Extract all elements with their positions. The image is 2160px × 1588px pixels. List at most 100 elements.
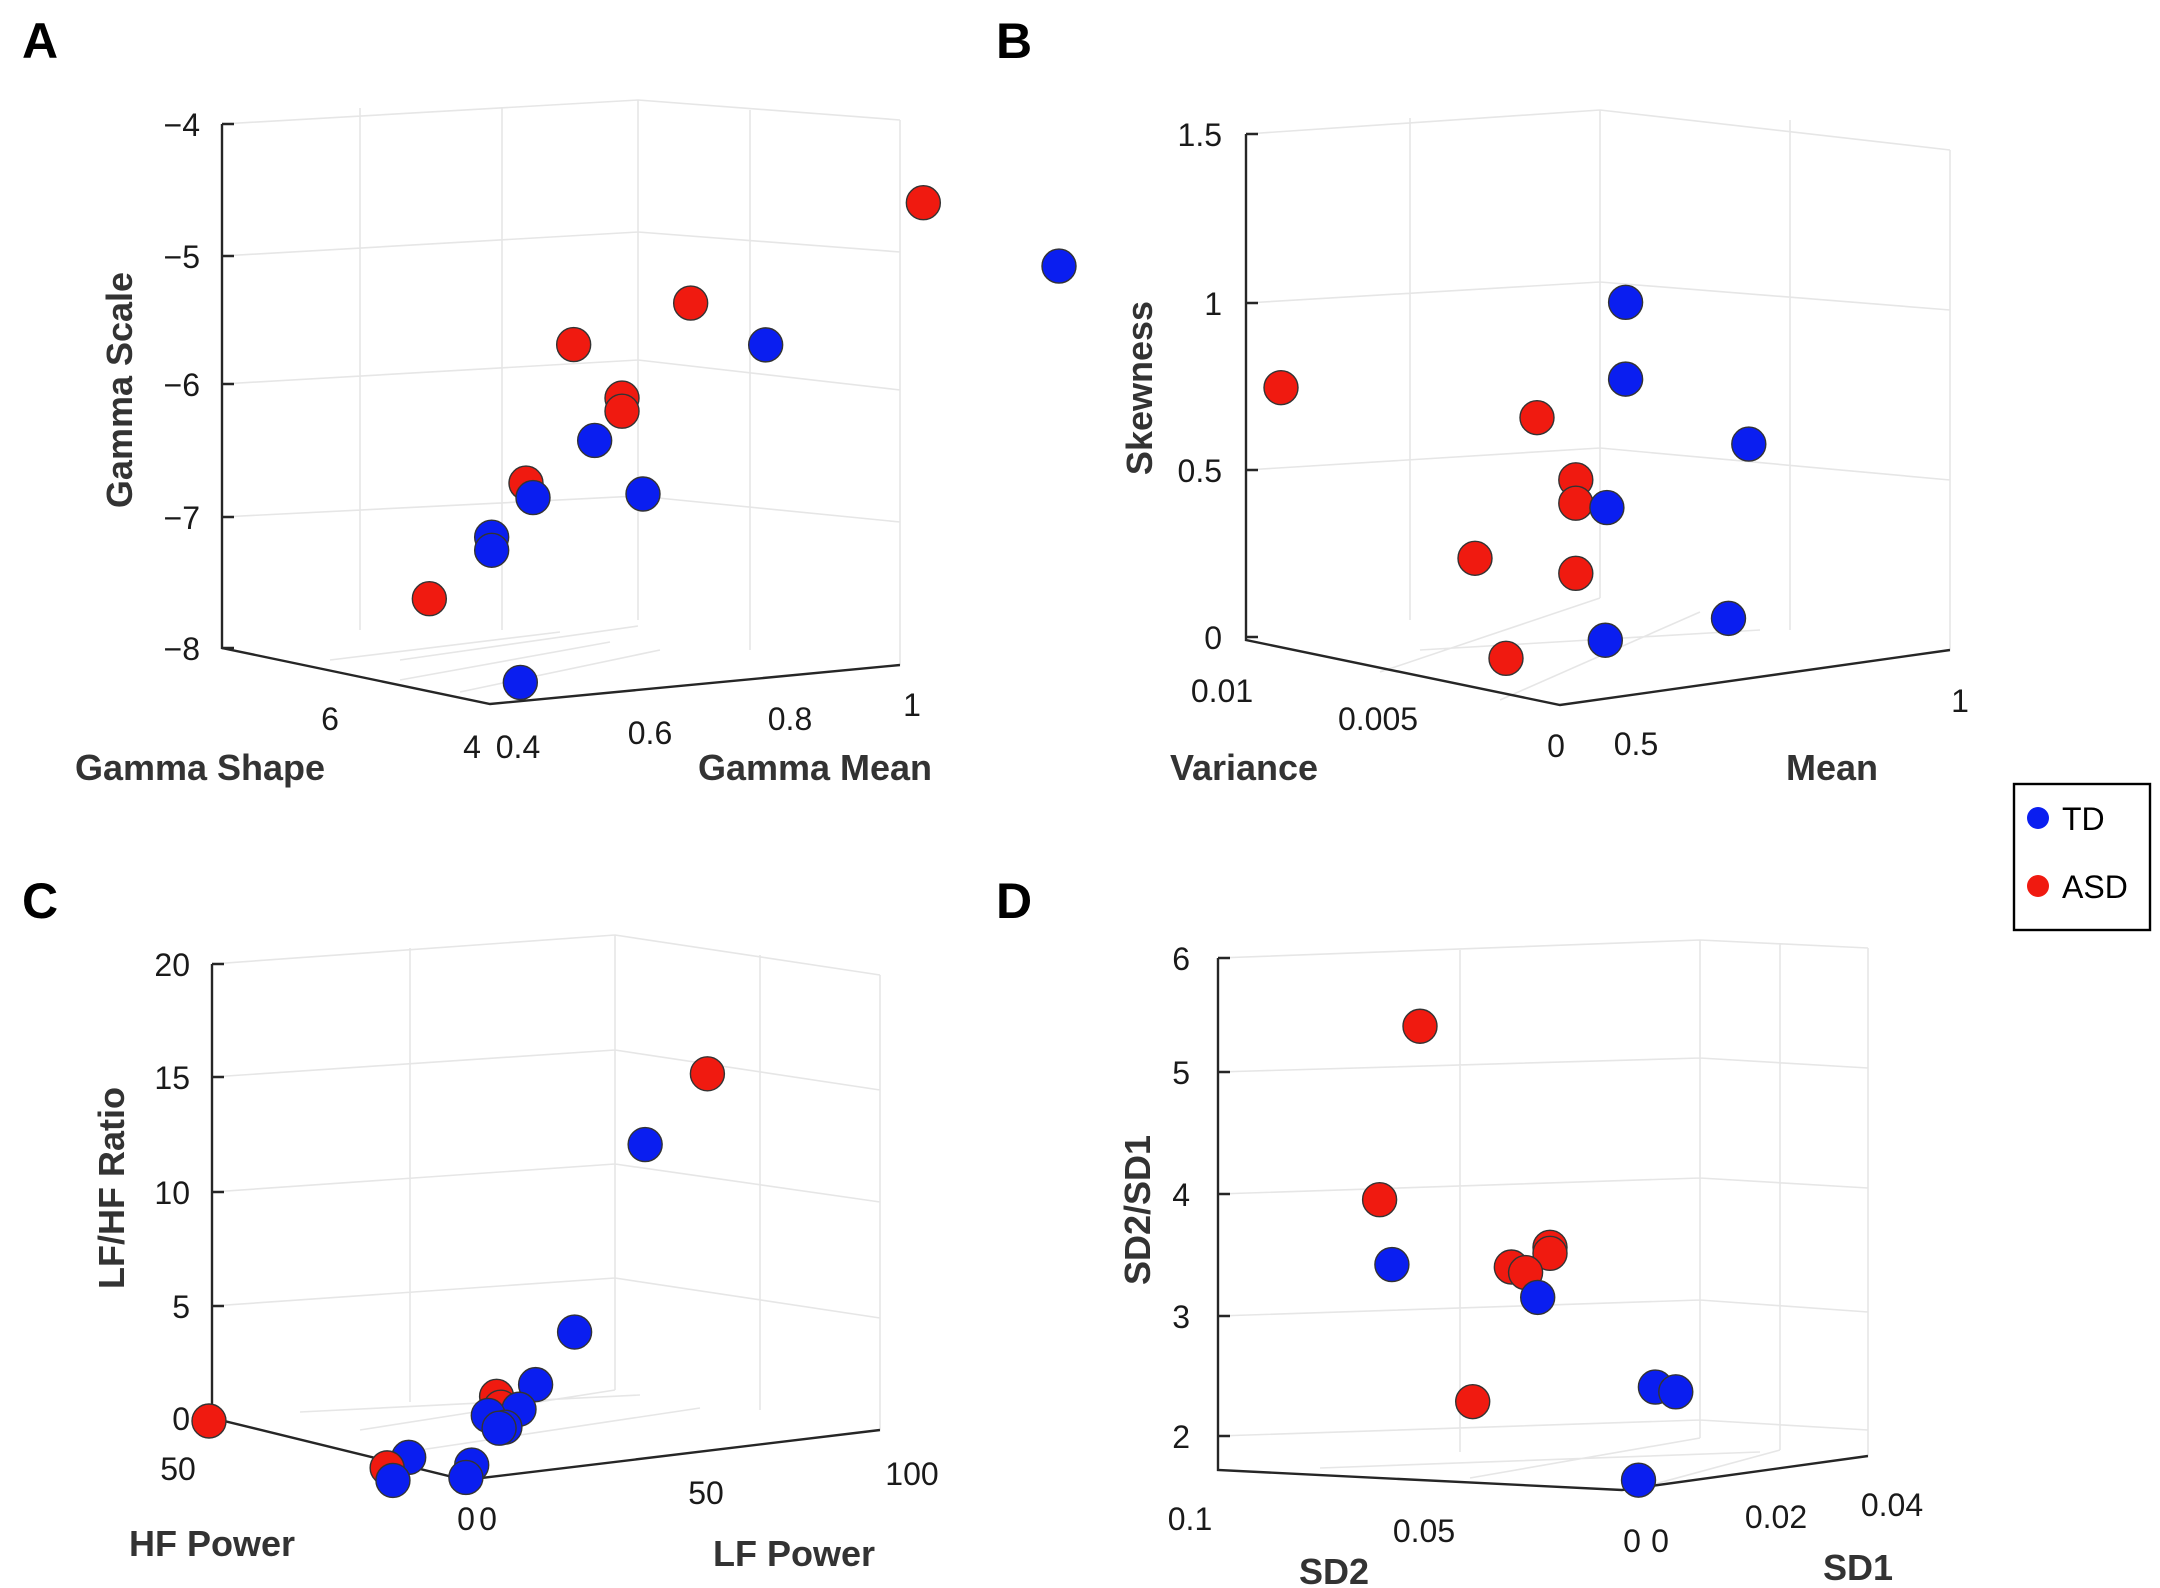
panel-a-floor-grid xyxy=(329,625,661,693)
panel-d-x-tick: 0.05 xyxy=(1393,1513,1455,1549)
panel-a-y-label: Gamma Mean xyxy=(698,747,932,788)
panel-b-points xyxy=(1263,284,1767,676)
panel-b-point-asd xyxy=(1488,640,1524,676)
panel-a-y-tick: 0.8 xyxy=(768,701,812,737)
panel-c-y-tick: 100 xyxy=(885,1456,938,1492)
panel-c-grid xyxy=(211,934,881,1430)
legend-marker-asd xyxy=(2027,875,2049,897)
panel-a-x-tick: 4 xyxy=(463,729,481,765)
panel-d-point-td xyxy=(1374,1246,1410,1283)
panel-a-z-ticks xyxy=(222,122,234,650)
panel-d-y-tick: 0.04 xyxy=(1861,1487,1923,1523)
panel-b-y-tick: 1 xyxy=(1951,683,1969,719)
panel-d-point-asd xyxy=(1402,1008,1438,1044)
panel-d-x-label: SD2 xyxy=(1299,1551,1369,1588)
panel-d-point-asd xyxy=(1454,1383,1491,1420)
panel-a-axes xyxy=(220,124,901,706)
panel-d-z-ticks xyxy=(1218,956,1230,1438)
panel-a-point-td xyxy=(1041,248,1077,284)
panel-c: C 20 15 10 5 0 50 0 0 50 100 HF Power LF… xyxy=(22,873,939,1574)
panel-b-point-td xyxy=(1731,426,1767,462)
panel-b-x-label: Variance xyxy=(1170,747,1318,788)
panel-letter-b: B xyxy=(996,13,1032,69)
panel-b-x-tick: 0 xyxy=(1547,728,1565,764)
panel-c-y-tick: 0 xyxy=(479,1501,497,1537)
panel-b-axes xyxy=(1244,134,1951,707)
panel-d-z-tick: 4 xyxy=(1172,1177,1190,1213)
panel-a-point-asd xyxy=(905,185,942,221)
panel-b-z-tick: 0.5 xyxy=(1178,453,1222,489)
panel-c-z-ticks xyxy=(212,962,224,1420)
panel-a-point-asd xyxy=(555,326,592,363)
legend-label-asd: ASD xyxy=(2062,869,2128,905)
panel-a-z-tick: −7 xyxy=(164,500,200,536)
panel-b-point-td xyxy=(1710,600,1747,637)
panel-d-axes xyxy=(1216,958,1869,1492)
panel-c-point-td xyxy=(556,1314,593,1350)
panel-d-z-label: SD2/SD1 xyxy=(1117,1135,1158,1285)
panel-c-point-td xyxy=(627,1126,663,1163)
panel-c-z-tick: 0 xyxy=(172,1401,190,1437)
panel-a-y-tick: 0.4 xyxy=(496,729,540,765)
panel-a-point-td xyxy=(576,422,613,459)
panel-c-z-tick: 15 xyxy=(154,1060,190,1096)
panel-c-point-asd xyxy=(191,1403,227,1439)
panel-b-z-label: Skewness xyxy=(1119,301,1160,475)
panel-a-points xyxy=(411,185,1077,701)
panel-b-point-td xyxy=(1589,489,1625,526)
panel-a-point-td xyxy=(473,532,510,568)
panel-c-y-label: LF Power xyxy=(713,1533,875,1574)
panel-a: A −4 −5 −6 −7 −8 6 4 0.4 0.6 0.8 1 Gamma… xyxy=(22,13,1077,788)
panel-d-y-tick: 0 xyxy=(1651,1523,1669,1559)
panel-a-point-asd xyxy=(604,393,640,429)
panel-b: B 1.5 1 0.5 0 0.01 0.005 0 0.5 1 Varianc… xyxy=(996,13,1969,788)
panel-a-z-label: Gamma Scale xyxy=(99,272,140,508)
panel-d-x-tick: 0.1 xyxy=(1168,1501,1212,1537)
panel-b-x-tick: 0.01 xyxy=(1191,673,1253,709)
panel-c-axes xyxy=(210,964,881,1482)
panel-d-z-tick: 2 xyxy=(1172,1419,1190,1455)
panel-a-x-tick: 6 xyxy=(321,701,339,737)
panel-c-z-label: LF/HF Ratio xyxy=(91,1087,132,1289)
panel-b-z-ticks xyxy=(1246,132,1258,639)
panel-a-y-tick: 0.6 xyxy=(628,715,672,751)
panel-d-y-label: SD1 xyxy=(1823,1547,1893,1588)
panel-a-z-tick: −8 xyxy=(164,631,200,667)
panel-c-point-td xyxy=(375,1462,411,1499)
panel-d-z-tick: 3 xyxy=(1172,1299,1190,1335)
panel-d-x-tick: 0 xyxy=(1623,1523,1641,1559)
panel-d-point-asd xyxy=(1361,1181,1398,1218)
panel-a-y-tick: 1 xyxy=(903,687,921,723)
panel-c-x-tick: 50 xyxy=(160,1451,196,1487)
panel-d-grid xyxy=(1217,939,1869,1470)
legend: TD ASD xyxy=(2012,782,2152,932)
panel-b-grid xyxy=(1245,109,1951,650)
panel-c-z-tick: 20 xyxy=(154,947,190,983)
panel-letter-d: D xyxy=(996,873,1032,929)
panel-b-point-asd xyxy=(1457,540,1493,576)
panel-b-y-tick: 0.5 xyxy=(1614,726,1658,762)
panel-d-point-td xyxy=(1620,1462,1657,1498)
panel-b-point-asd xyxy=(1558,555,1594,592)
panel-c-point-td xyxy=(481,1410,517,1446)
panel-b-z-tick: 0 xyxy=(1204,620,1222,656)
panel-d-point-asd xyxy=(1532,1235,1568,1272)
panel-a-z-tick: −5 xyxy=(164,239,200,275)
panel-letter-c: C xyxy=(22,873,58,929)
panel-b-z-tick: 1 xyxy=(1204,286,1222,322)
panel-c-points xyxy=(191,1056,726,1499)
panel-a-z-tick-labels: −4 −5 −6 −7 −8 xyxy=(164,107,200,667)
panel-a-z-tick: −4 xyxy=(164,107,200,143)
panel-a-point-asd xyxy=(411,581,448,617)
panel-d-point-td xyxy=(1519,1279,1556,1316)
panel-d-z-tick: 6 xyxy=(1172,941,1190,977)
panel-b-point-asd xyxy=(1263,369,1299,406)
panel-a-point-td xyxy=(747,327,784,363)
panel-b-point-asd xyxy=(1519,399,1555,436)
panel-b-y-label: Mean xyxy=(1786,747,1878,788)
panel-c-z-tick: 5 xyxy=(172,1289,190,1325)
panel-a-x-label: Gamma Shape xyxy=(75,747,325,788)
panel-c-point-td xyxy=(517,1366,554,1403)
panel-c-z-tick: 10 xyxy=(154,1175,190,1211)
